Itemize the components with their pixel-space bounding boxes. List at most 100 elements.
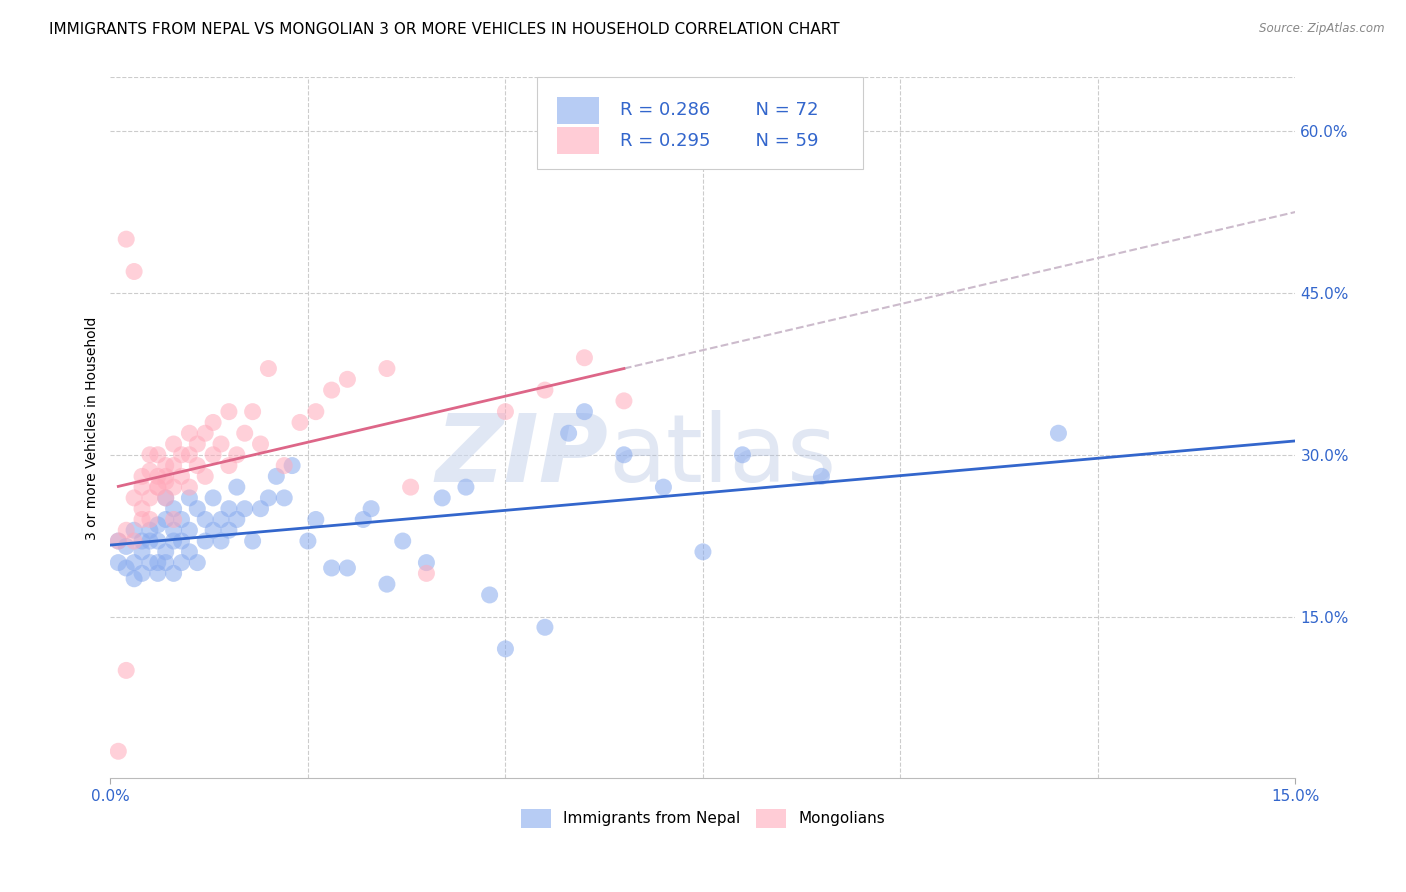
Point: [155, 545, 177, 559]
Point: [257, 361, 280, 376]
Point: [162, 512, 184, 526]
Point: [652, 480, 675, 494]
Point: [139, 491, 162, 505]
Point: [170, 556, 193, 570]
Point: [391, 534, 413, 549]
Point: [162, 437, 184, 451]
Point: [155, 469, 177, 483]
Point: [107, 534, 129, 549]
Text: Source: ZipAtlas.com: Source: ZipAtlas.com: [1260, 22, 1385, 36]
Point: [107, 534, 129, 549]
Point: [209, 512, 232, 526]
Point: [194, 426, 217, 441]
Point: [162, 501, 184, 516]
Point: [432, 491, 454, 505]
Point: [352, 512, 374, 526]
Point: [494, 405, 516, 419]
Point: [257, 491, 280, 505]
Point: [225, 480, 247, 494]
Point: [170, 448, 193, 462]
Point: [454, 480, 477, 494]
Point: [122, 264, 145, 278]
Point: [155, 556, 177, 570]
Point: [139, 512, 162, 526]
Point: [731, 448, 754, 462]
Point: [557, 426, 579, 441]
FancyBboxPatch shape: [557, 97, 599, 124]
Y-axis label: 3 or more Vehicles in Household: 3 or more Vehicles in Household: [86, 316, 100, 540]
Point: [155, 458, 177, 473]
Point: [146, 469, 169, 483]
Point: [146, 448, 169, 462]
Point: [107, 556, 129, 570]
Point: [146, 556, 169, 570]
Text: R = 0.295: R = 0.295: [620, 131, 710, 150]
Point: [225, 512, 247, 526]
Point: [249, 501, 271, 516]
Point: [186, 556, 208, 570]
Point: [155, 512, 177, 526]
Point: [179, 523, 201, 537]
Point: [115, 232, 138, 246]
Point: [305, 405, 328, 419]
Point: [810, 469, 832, 483]
Text: N = 72: N = 72: [744, 102, 818, 120]
Point: [613, 393, 636, 408]
Point: [115, 523, 138, 537]
Point: [360, 501, 382, 516]
Point: [139, 534, 162, 549]
Point: [115, 561, 138, 575]
Point: [155, 491, 177, 505]
Point: [122, 572, 145, 586]
Point: [202, 523, 225, 537]
Point: [186, 458, 208, 473]
Point: [122, 556, 145, 570]
Point: [242, 534, 264, 549]
Point: [209, 437, 232, 451]
Point: [281, 458, 304, 473]
Point: [297, 534, 319, 549]
Point: [146, 480, 169, 494]
Point: [146, 517, 169, 532]
Point: [131, 545, 153, 559]
Point: [225, 448, 247, 462]
Point: [131, 480, 153, 494]
Point: [233, 426, 256, 441]
FancyBboxPatch shape: [537, 78, 863, 169]
Point: [146, 480, 169, 494]
Point: [273, 458, 295, 473]
Point: [162, 523, 184, 537]
Point: [336, 372, 359, 386]
Point: [288, 416, 311, 430]
Point: [375, 577, 398, 591]
Point: [613, 448, 636, 462]
Point: [415, 556, 437, 570]
Legend: Immigrants from Nepal, Mongolians: Immigrants from Nepal, Mongolians: [515, 803, 891, 834]
Point: [170, 512, 193, 526]
Point: [194, 512, 217, 526]
Point: [202, 416, 225, 430]
Point: [115, 664, 138, 678]
Point: [179, 426, 201, 441]
Point: [162, 458, 184, 473]
Point: [162, 534, 184, 549]
Point: [162, 566, 184, 581]
Text: R = 0.286: R = 0.286: [620, 102, 710, 120]
Point: [692, 545, 714, 559]
Point: [273, 491, 295, 505]
Point: [131, 501, 153, 516]
Text: atlas: atlas: [609, 409, 837, 502]
Point: [399, 480, 422, 494]
Point: [146, 566, 169, 581]
Point: [336, 561, 359, 575]
Point: [494, 641, 516, 656]
Point: [194, 534, 217, 549]
Text: N = 59: N = 59: [744, 131, 818, 150]
Point: [242, 405, 264, 419]
Point: [218, 458, 240, 473]
Point: [209, 534, 232, 549]
Text: ZIP: ZIP: [436, 409, 609, 502]
Point: [305, 512, 328, 526]
Point: [266, 469, 288, 483]
Point: [139, 523, 162, 537]
